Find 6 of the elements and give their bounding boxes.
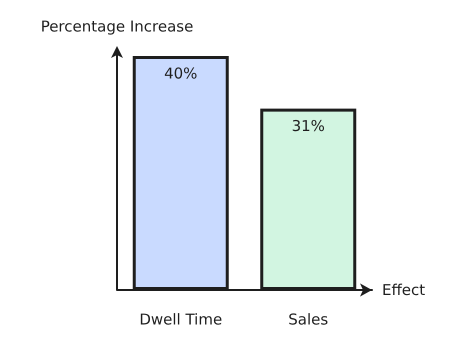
data-label: 40%: [164, 64, 198, 82]
x-tick-label: Sales: [288, 310, 328, 328]
x-axis-title: Effect: [382, 281, 426, 299]
x-tick-label: Dwell Time: [139, 310, 222, 328]
data-label: 31%: [292, 117, 325, 136]
y-axis-title: Percentage Increase: [40, 18, 194, 36]
